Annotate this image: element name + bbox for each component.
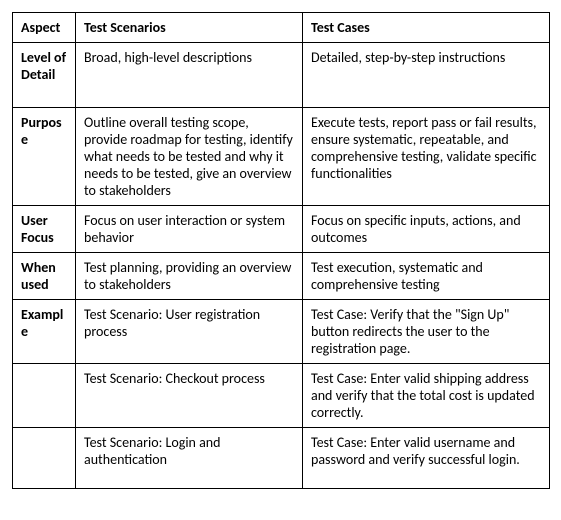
row-cases: Test execution, systematic and comprehen… <box>303 253 550 300</box>
table-row: Level of Detail Broad, high-level descri… <box>13 43 550 108</box>
row-scenarios: Test planning, providing an overview to … <box>76 253 303 300</box>
row-cases: Detailed, step-by-step instructions <box>303 43 550 108</box>
row-aspect <box>13 364 76 428</box>
row-cases: Test Case: Enter valid username and pass… <box>303 428 550 489</box>
row-aspect: Example <box>13 300 76 364</box>
table-header-row: Aspect Test Scenarios Test Cases <box>13 13 550 43</box>
table-row: User Focus Focus on user interaction or … <box>13 206 550 253</box>
table-row: Example Test Scenario: User registration… <box>13 300 550 364</box>
row-aspect: User Focus <box>13 206 76 253</box>
table-row: Test Scenario: Checkout process Test Cas… <box>13 364 550 428</box>
comparison-table: Aspect Test Scenarios Test Cases Level o… <box>12 12 550 489</box>
row-scenarios: Test Scenario: Login and authentication <box>76 428 303 489</box>
table-row: When used Test planning, providing an ov… <box>13 253 550 300</box>
row-aspect <box>13 428 76 489</box>
row-scenarios: Focus on user interaction or system beha… <box>76 206 303 253</box>
col-header-aspect: Aspect <box>13 13 76 43</box>
row-scenarios: Broad, high-level descriptions <box>76 43 303 108</box>
row-cases: Test Case: Verify that the "Sign Up" but… <box>303 300 550 364</box>
row-scenarios: Outline overall testing scope, provide r… <box>76 108 303 206</box>
row-cases: Test Case: Enter valid shipping address … <box>303 364 550 428</box>
row-scenarios: Test Scenario: Checkout process <box>76 364 303 428</box>
row-aspect: Level of Detail <box>13 43 76 108</box>
row-cases: Focus on specific inputs, actions, and o… <box>303 206 550 253</box>
col-header-scenarios: Test Scenarios <box>76 13 303 43</box>
row-aspect: Purpose <box>13 108 76 206</box>
row-scenarios: Test Scenario: User registration process <box>76 300 303 364</box>
col-header-cases: Test Cases <box>303 13 550 43</box>
table-row: Purpose Outline overall testing scope, p… <box>13 108 550 206</box>
row-cases: Execute tests, report pass or fail resul… <box>303 108 550 206</box>
table-row: Test Scenario: Login and authentication … <box>13 428 550 489</box>
row-aspect: When used <box>13 253 76 300</box>
